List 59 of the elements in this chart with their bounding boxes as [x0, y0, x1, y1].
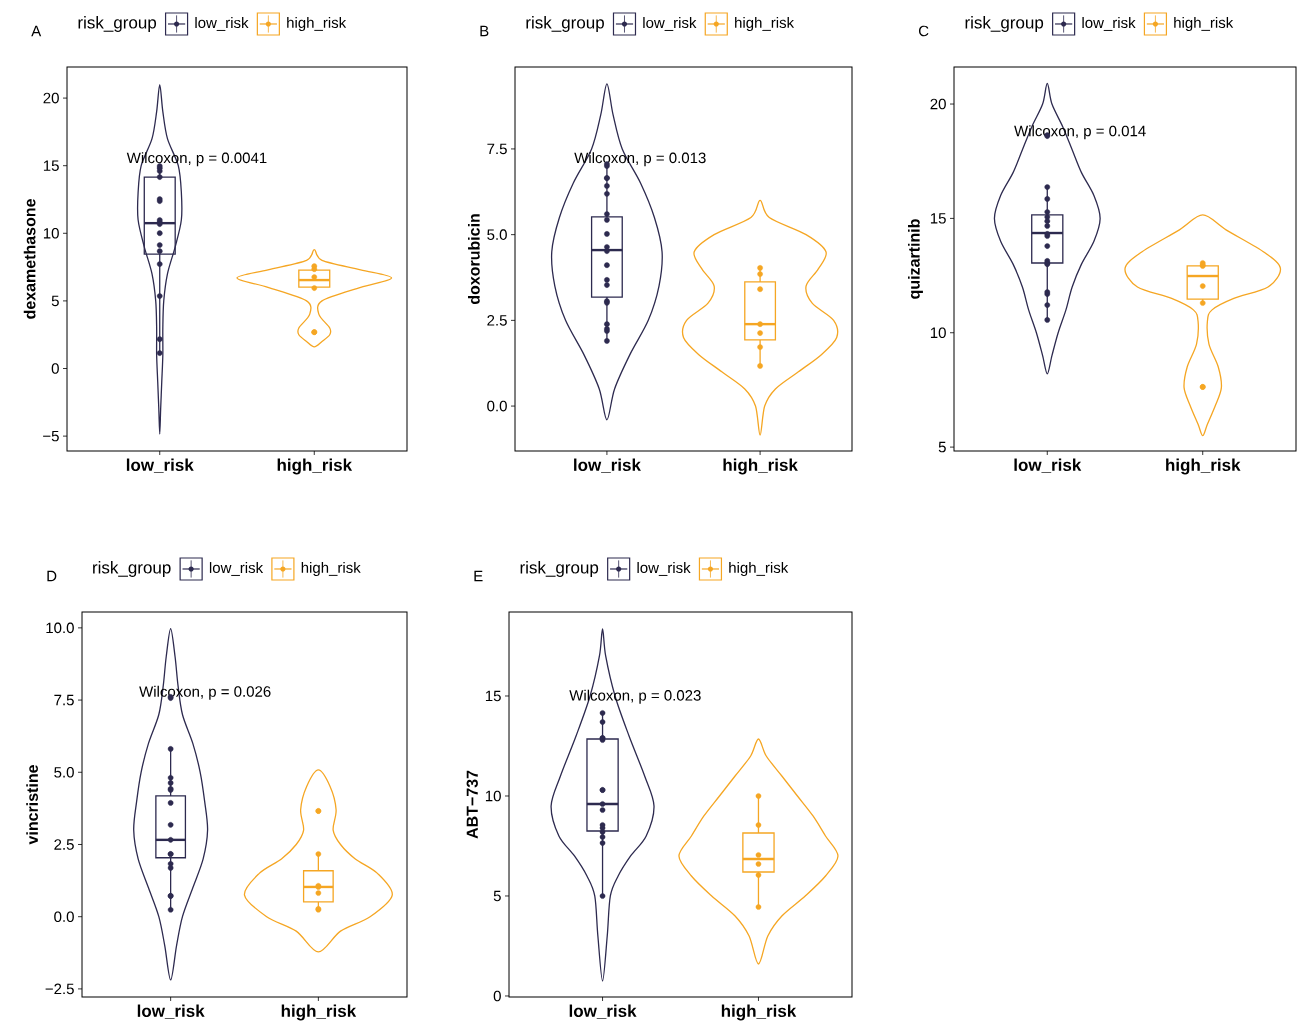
y-tick-label: 0: [493, 990, 501, 1002]
y-tick-label: 5: [493, 890, 501, 902]
y-tick-label: 0: [51, 363, 59, 374]
chart-title: A: [31, 25, 42, 37]
y-tick-label: −2.5: [45, 983, 74, 995]
y-axis-title: ABT−737: [466, 770, 478, 839]
legend-label: high_risk: [735, 17, 795, 31]
y-axis-title: doxorubicin: [468, 214, 480, 305]
legend-title: risk_group: [965, 16, 1044, 32]
legend-label: low_risk: [209, 562, 264, 576]
y-tick-label: 0.0: [487, 400, 507, 412]
x-tick-label: low_risk: [569, 1004, 637, 1019]
y-tick-label: 20: [43, 92, 59, 104]
y-axis-title: quizartinib: [908, 219, 923, 299]
y-tick-label: 15: [930, 213, 946, 224]
y-tick-label: 5: [938, 441, 946, 453]
legend-label: low_risk: [637, 562, 691, 576]
y-tick-label: 0.0: [54, 911, 74, 922]
legend-label: high_risk: [301, 562, 361, 576]
chart-title: B: [480, 25, 489, 37]
legend-label: high_risk: [1174, 17, 1234, 31]
legend-label: low_risk: [643, 17, 697, 31]
y-axis-title: vincristine: [26, 765, 38, 845]
chart-title: E: [474, 570, 483, 582]
y-tick-label: 10: [43, 227, 59, 239]
y-tick-label: 20: [930, 98, 946, 110]
y-tick-label: 10: [930, 327, 946, 339]
legend-title: risk_group: [520, 561, 599, 577]
x-tick-label: high_risk: [277, 458, 353, 475]
x-tick-label: high_risk: [281, 1004, 357, 1021]
y-tick-label: 2.5: [54, 839, 74, 850]
y-axis-title: dexamethasone: [23, 199, 36, 319]
y-tick-label: −5: [43, 430, 59, 442]
y-tick-label: 2.5: [487, 315, 507, 326]
y-tick-label: 10.0: [46, 622, 74, 634]
x-tick-label: high_risk: [1166, 458, 1241, 475]
y-tick-label: 5.0: [54, 766, 74, 778]
chart-title: D: [47, 570, 57, 582]
legend-label: low_risk: [1082, 17, 1136, 31]
x-tick-label: low_risk: [1014, 458, 1082, 473]
y-tick-label: 15: [43, 160, 59, 171]
x-tick-label: low_risk: [137, 1004, 205, 1019]
x-tick-label: high_risk: [721, 1004, 797, 1021]
y-tick-label: 5: [51, 295, 59, 307]
legend-title: risk_group: [93, 561, 171, 577]
chart-title: C: [918, 25, 929, 37]
y-tick-label: 15: [485, 690, 501, 702]
legend-label: low_risk: [195, 17, 249, 31]
legend-label: high_risk: [287, 17, 347, 31]
y-tick-label: 7.5: [54, 694, 74, 706]
legend-title: risk_group: [526, 16, 604, 32]
x-tick-label: low_risk: [574, 458, 641, 473]
x-tick-label: high_risk: [723, 458, 798, 475]
legend-label: high_risk: [729, 561, 789, 576]
legend-title: risk_group: [78, 16, 157, 32]
y-tick-label: 7.5: [487, 143, 507, 155]
y-tick-label: 5.0: [487, 229, 507, 240]
x-tick-label: low_risk: [126, 458, 194, 473]
y-tick-label: 10: [485, 790, 501, 802]
